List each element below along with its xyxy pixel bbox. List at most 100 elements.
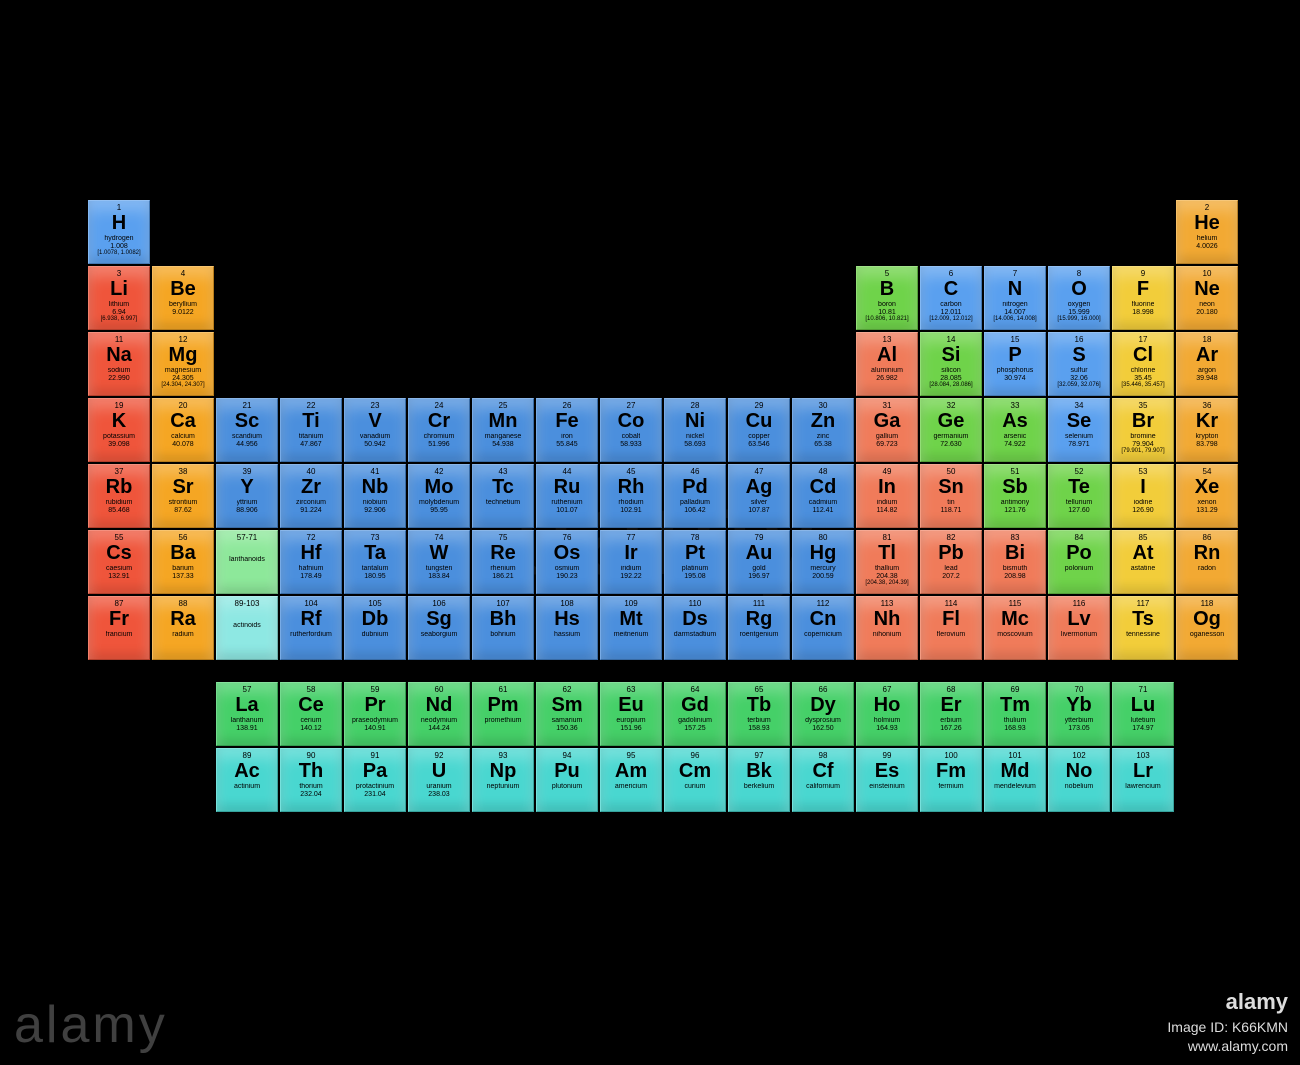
element-symbol: Ga bbox=[874, 411, 901, 431]
element-name: technetium bbox=[486, 499, 520, 506]
element-name: lanthanum bbox=[231, 717, 264, 724]
element-cell-Ds: 110Dsdarmstadtium bbox=[664, 596, 726, 660]
element-cell-Ra: 88Raradium bbox=[152, 596, 214, 660]
element-symbol: Fr bbox=[109, 609, 129, 629]
atomic-mass: 26.982 bbox=[876, 375, 897, 382]
element-symbol: Se bbox=[1067, 411, 1091, 431]
element-name: iridium bbox=[621, 565, 642, 572]
atomic-number: 116 bbox=[1073, 600, 1086, 608]
element-symbol: Cn bbox=[810, 609, 837, 629]
element-symbol: Fe bbox=[555, 411, 578, 431]
atomic-number: 72 bbox=[307, 534, 316, 542]
element-symbol: F bbox=[1137, 279, 1149, 299]
element-cell-Fl: 114Flflerovium bbox=[920, 596, 982, 660]
element-name: moscovium bbox=[997, 631, 1032, 638]
element-symbol: Sc bbox=[235, 411, 259, 431]
footer-site: www.alamy.com bbox=[1167, 1037, 1288, 1057]
element-cell-Kr: 36Krkrypton83.798 bbox=[1176, 398, 1238, 462]
atomic-number: 68 bbox=[947, 686, 956, 694]
element-cell-Md: 101Mdmendelevium bbox=[984, 748, 1046, 812]
atomic-number: 7 bbox=[1013, 270, 1017, 278]
atomic-number: 47 bbox=[755, 468, 764, 476]
atomic-mass: 4.0026 bbox=[1196, 243, 1217, 250]
element-symbol: Be bbox=[170, 279, 196, 299]
atomic-number: 51 bbox=[1011, 468, 1020, 476]
element-cell-Bh: 107Bhbohrium bbox=[472, 596, 534, 660]
element-cell-Ar: 18Arargon39.948 bbox=[1176, 332, 1238, 396]
element-cell-Th: 90Ththorium232.04 bbox=[280, 748, 342, 812]
atomic-mass: 106.42 bbox=[684, 507, 705, 514]
footer: alamy Image ID: K66KMN www.alamy.com bbox=[1167, 987, 1288, 1057]
element-name: oganesson bbox=[1190, 631, 1224, 638]
element-cell-Mo: 42Momolybdenum95.95 bbox=[408, 464, 470, 528]
atomic-number: 96 bbox=[691, 752, 700, 760]
element-cell-Gd: 64Gdgadolinium157.25 bbox=[664, 682, 726, 746]
atomic-number: 23 bbox=[371, 402, 380, 410]
element-cell-Sm: 62Smsamarium150.36 bbox=[536, 682, 598, 746]
element-symbol: Es bbox=[875, 761, 899, 781]
element-name: molybdenum bbox=[419, 499, 459, 506]
element-cell-B: 5Bboron10.81[10.806, 10.821] bbox=[856, 266, 918, 330]
element-symbol: Ag bbox=[746, 477, 773, 497]
atomic-mass: 47.867 bbox=[300, 441, 321, 448]
placeholder-name: actinoids bbox=[233, 622, 261, 629]
atomic-mass: 207.2 bbox=[942, 573, 960, 580]
element-name: chromium bbox=[424, 433, 455, 440]
atomic-mass: 232.04 bbox=[300, 791, 321, 798]
atomic-mass: 39.098 bbox=[108, 441, 129, 448]
element-name: hafnium bbox=[299, 565, 324, 572]
element-name: copernicium bbox=[804, 631, 842, 638]
element-cell-S: 16Ssulfur32.06[32.059, 32.076] bbox=[1048, 332, 1110, 396]
element-cell-Cd: 48Cdcadmium112.41 bbox=[792, 464, 854, 528]
atomic-number: 44 bbox=[563, 468, 572, 476]
element-symbol: Sb bbox=[1002, 477, 1028, 497]
element-symbol: La bbox=[235, 695, 258, 715]
element-cell-Cl: 17Clchlorine35.45[35.446, 35.457] bbox=[1112, 332, 1174, 396]
element-name: ruthenium bbox=[551, 499, 582, 506]
atomic-mass: 28.085 bbox=[940, 375, 961, 382]
atomic-mass: 238.03 bbox=[428, 791, 449, 798]
element-symbol: Gd bbox=[681, 695, 709, 715]
element-symbol: Th bbox=[299, 761, 323, 781]
atomic-number: 36 bbox=[1203, 402, 1212, 410]
element-symbol: Cs bbox=[106, 543, 132, 563]
element-name: radon bbox=[1198, 565, 1216, 572]
atomic-number: 112 bbox=[817, 600, 830, 608]
element-symbol: Hs bbox=[554, 609, 580, 629]
element-name: strontium bbox=[169, 499, 198, 506]
element-name: antimony bbox=[1001, 499, 1029, 506]
atomic-number: 26 bbox=[563, 402, 572, 410]
atomic-mass: 24.305 bbox=[172, 375, 193, 382]
element-cell-Xe: 54Xexenon131.29 bbox=[1176, 464, 1238, 528]
element-symbol: Ba bbox=[170, 543, 196, 563]
element-name: tennessine bbox=[1126, 631, 1160, 638]
element-cell-Tc: 43Tctechnetium bbox=[472, 464, 534, 528]
element-symbol: S bbox=[1072, 345, 1085, 365]
element-name: californium bbox=[806, 783, 840, 790]
element-cell-Mn: 25Mnmanganese54.938 bbox=[472, 398, 534, 462]
atomic-number: 35 bbox=[1139, 402, 1148, 410]
element-cell-Rg: 111Rgroentgenium bbox=[728, 596, 790, 660]
element-symbol: Hg bbox=[810, 543, 837, 563]
atomic-mass: 131.29 bbox=[1196, 507, 1217, 514]
atomic-number: 41 bbox=[371, 468, 380, 476]
element-cell-I: 53Iiodine126.90 bbox=[1112, 464, 1174, 528]
element-name: zirconium bbox=[296, 499, 326, 506]
element-cell-Pm: 61Pmpromethium bbox=[472, 682, 534, 746]
element-name: beryllium bbox=[169, 301, 197, 308]
series-placeholder: 89-103actinoids bbox=[216, 596, 278, 660]
atomic-number: 98 bbox=[819, 752, 828, 760]
atomic-number: 43 bbox=[499, 468, 508, 476]
element-name: actinium bbox=[234, 783, 260, 790]
atomic-number: 50 bbox=[947, 468, 956, 476]
element-symbol: U bbox=[432, 761, 446, 781]
atomic-number: 61 bbox=[499, 686, 508, 694]
atomic-number: 2 bbox=[1205, 204, 1209, 212]
element-cell-Te: 52Tetellurium127.60 bbox=[1048, 464, 1110, 528]
element-cell-Am: 95Amamericium bbox=[600, 748, 662, 812]
element-cell-Zn: 30Znzinc65.38 bbox=[792, 398, 854, 462]
atomic-number: 71 bbox=[1139, 686, 1148, 694]
atomic-mass: 101.07 bbox=[556, 507, 577, 514]
element-cell-Ta: 73Tatantalum180.95 bbox=[344, 530, 406, 594]
atomic-number: 99 bbox=[883, 752, 892, 760]
